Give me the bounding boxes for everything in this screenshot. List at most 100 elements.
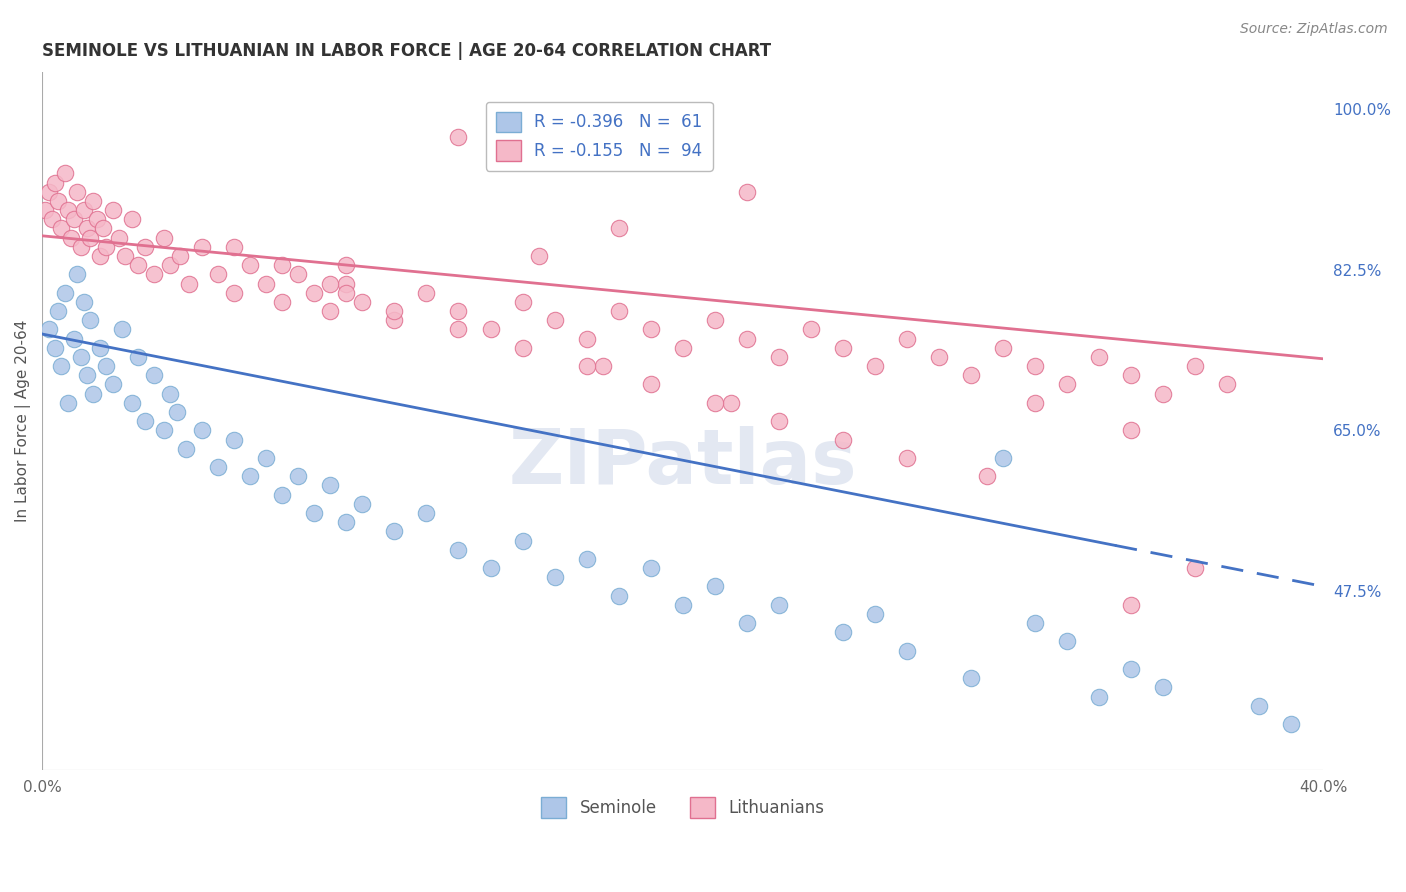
Point xyxy=(38,322,60,336)
Point xyxy=(976,469,998,483)
Point xyxy=(96,359,118,373)
Point xyxy=(86,212,108,227)
Point xyxy=(166,405,188,419)
Point xyxy=(768,414,790,428)
Point xyxy=(46,304,69,318)
Point xyxy=(607,589,630,603)
Point xyxy=(1119,368,1142,383)
Point xyxy=(143,268,166,282)
Point xyxy=(89,249,111,263)
Text: ZIPatlas: ZIPatlas xyxy=(509,426,858,500)
Point xyxy=(174,442,197,456)
Point xyxy=(53,285,76,300)
Point xyxy=(91,221,114,235)
Legend: Seminole, Lithuanians: Seminole, Lithuanians xyxy=(534,791,831,824)
Point xyxy=(831,341,853,355)
Point xyxy=(415,506,437,520)
Point xyxy=(1088,690,1111,704)
Point xyxy=(153,424,176,438)
Point xyxy=(239,469,262,483)
Point xyxy=(1184,359,1206,373)
Point xyxy=(51,359,73,373)
Point xyxy=(79,230,101,244)
Point xyxy=(271,258,294,272)
Point xyxy=(191,240,214,254)
Point xyxy=(447,542,470,557)
Point xyxy=(640,377,662,392)
Point xyxy=(800,322,823,336)
Point xyxy=(38,185,60,199)
Point xyxy=(134,240,156,254)
Point xyxy=(352,294,374,309)
Point xyxy=(79,313,101,327)
Point xyxy=(384,313,406,327)
Point xyxy=(640,561,662,575)
Point xyxy=(134,414,156,428)
Point xyxy=(896,332,918,346)
Point xyxy=(735,616,758,631)
Point xyxy=(575,359,598,373)
Point xyxy=(207,460,229,475)
Point xyxy=(254,277,277,291)
Point xyxy=(863,607,886,621)
Point xyxy=(73,294,96,309)
Point xyxy=(53,166,76,180)
Point xyxy=(703,579,725,593)
Point xyxy=(1119,598,1142,612)
Point xyxy=(335,515,357,529)
Point xyxy=(447,304,470,318)
Point xyxy=(114,249,136,263)
Point xyxy=(111,322,134,336)
Point xyxy=(287,268,309,282)
Text: SEMINOLE VS LITHUANIAN IN LABOR FORCE | AGE 20-64 CORRELATION CHART: SEMINOLE VS LITHUANIAN IN LABOR FORCE | … xyxy=(42,42,772,60)
Point xyxy=(179,277,201,291)
Point xyxy=(82,194,104,208)
Point xyxy=(96,240,118,254)
Point xyxy=(101,203,124,218)
Point xyxy=(76,221,98,235)
Point xyxy=(415,285,437,300)
Point xyxy=(287,469,309,483)
Point xyxy=(169,249,191,263)
Point xyxy=(335,285,357,300)
Point xyxy=(63,212,86,227)
Point xyxy=(46,194,69,208)
Point xyxy=(319,304,342,318)
Point xyxy=(960,671,983,685)
Point xyxy=(59,230,82,244)
Point xyxy=(735,185,758,199)
Point xyxy=(1152,681,1174,695)
Point xyxy=(575,332,598,346)
Point xyxy=(304,285,326,300)
Point xyxy=(575,552,598,566)
Point xyxy=(1024,616,1046,631)
Point xyxy=(512,533,534,548)
Point xyxy=(319,478,342,492)
Point xyxy=(512,341,534,355)
Point xyxy=(304,506,326,520)
Point xyxy=(76,368,98,383)
Point xyxy=(44,176,66,190)
Point xyxy=(863,359,886,373)
Point xyxy=(63,332,86,346)
Point xyxy=(352,497,374,511)
Point xyxy=(703,396,725,410)
Point xyxy=(703,313,725,327)
Point xyxy=(592,359,614,373)
Point xyxy=(1119,424,1142,438)
Point xyxy=(1056,634,1078,648)
Point xyxy=(191,424,214,438)
Point xyxy=(768,350,790,364)
Point xyxy=(607,221,630,235)
Point xyxy=(447,322,470,336)
Point xyxy=(1024,359,1046,373)
Point xyxy=(121,396,143,410)
Y-axis label: In Labor Force | Age 20-64: In Labor Force | Age 20-64 xyxy=(15,320,31,523)
Point xyxy=(928,350,950,364)
Point xyxy=(319,277,342,291)
Point xyxy=(991,450,1014,465)
Point xyxy=(121,212,143,227)
Point xyxy=(239,258,262,272)
Point xyxy=(127,350,149,364)
Point xyxy=(479,322,502,336)
